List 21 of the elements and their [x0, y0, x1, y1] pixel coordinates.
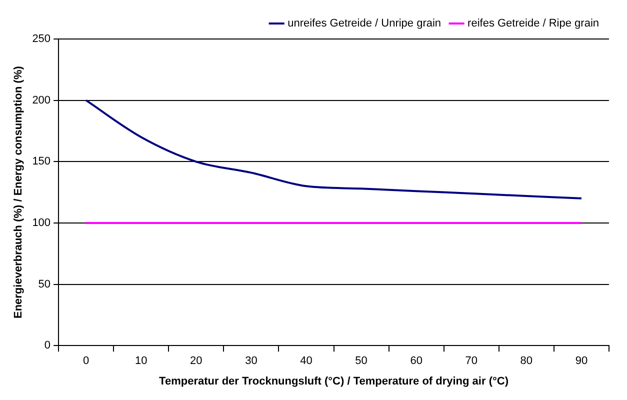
y-axis-title: Energieverbrauch (%) / Energy consumption (%) — [12, 66, 25, 319]
x-tick-label: 20 — [190, 355, 202, 368]
legend-label: reifes Getreide / Ripe grain — [468, 18, 599, 30]
x-tick-label: 90 — [575, 355, 588, 368]
x-axis-title: Temperatur der Trocknungsluft (°C) / Temperature of drying air (°C) — [159, 375, 509, 388]
y-tick-label: 150 — [32, 156, 51, 168]
y-tick-label: 200 — [32, 94, 51, 106]
x-tick-label: 0 — [83, 355, 90, 368]
x-tick-label: 70 — [465, 355, 478, 368]
x-tick-label: 30 — [245, 355, 258, 368]
x-tick-label: 40 — [300, 355, 312, 368]
line-series — [85, 99, 582, 200]
x-tick-label: 80 — [520, 355, 533, 368]
x-tick-label: 50 — [355, 355, 368, 368]
y-tick-label: 0 — [44, 340, 51, 352]
y-tick-label: 250 — [32, 33, 51, 46]
x-tick-label: 60 — [410, 355, 422, 368]
legend-label: unreifes Getreide / Unripe grain — [288, 18, 442, 30]
y-tick-label: 50 — [38, 278, 51, 290]
x-tick-label: 10 — [134, 355, 148, 368]
y-tick-label: 100 — [32, 216, 51, 229]
